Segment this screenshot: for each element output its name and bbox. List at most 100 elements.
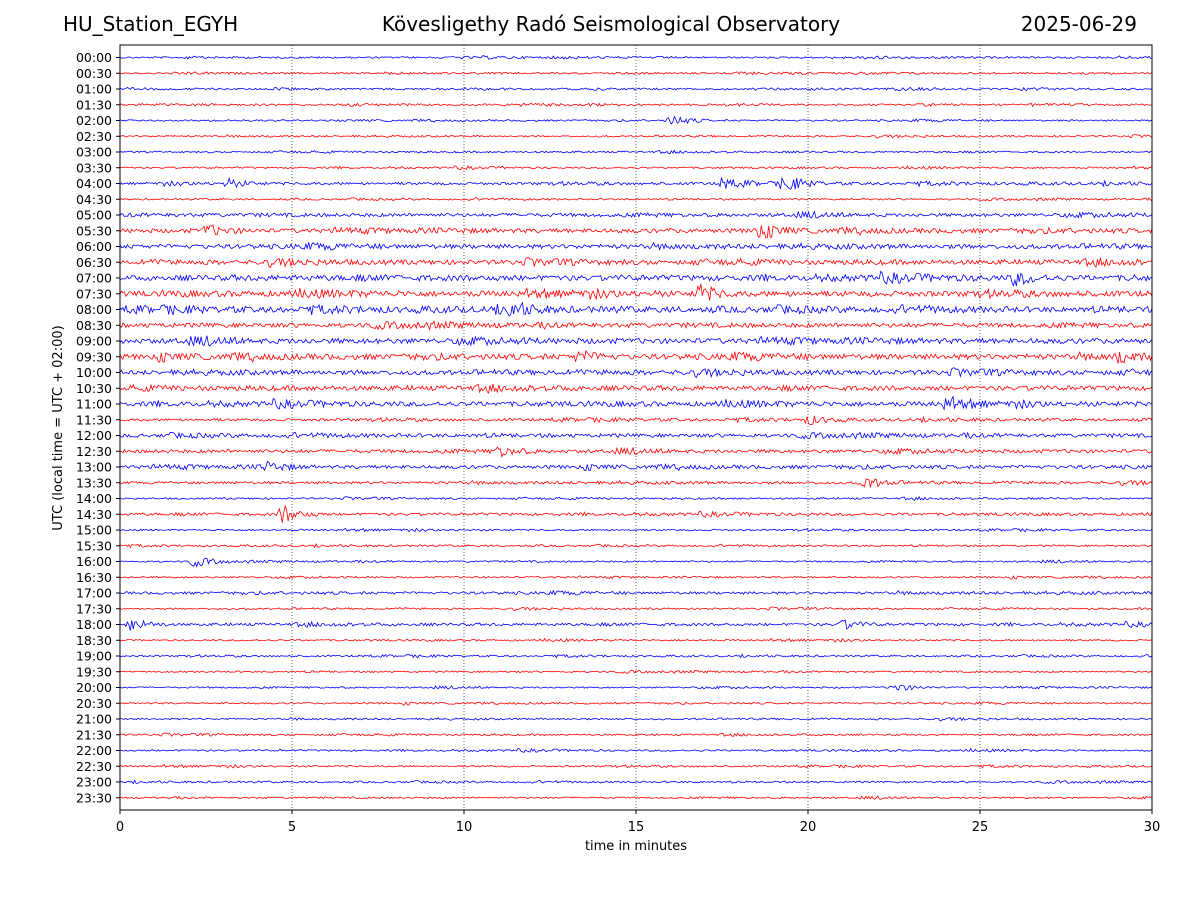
trace-2130: [119, 732, 1153, 737]
y-tick-label: 06:30: [76, 255, 112, 270]
trace-1800: [119, 619, 1153, 631]
y-tick-label: 22:00: [76, 743, 112, 758]
trace-1730: [119, 606, 1153, 612]
trace-2200: [119, 747, 1153, 753]
trace-1230: [119, 446, 1153, 458]
x-tick-label: 10: [456, 820, 473, 835]
y-tick-label: 23:00: [76, 775, 112, 790]
trace-2100: [120, 717, 1153, 722]
trace-1900: [119, 653, 1153, 659]
trace-1630: [119, 575, 1153, 580]
y-tick-label: 14:30: [76, 507, 112, 522]
trace-0230: [119, 134, 1153, 139]
trace-1500: [119, 527, 1153, 533]
trace-0000: [119, 55, 1153, 60]
y-tick-label: 01:00: [76, 82, 112, 97]
y-tick-label: 02:00: [76, 113, 112, 128]
trace-2030: [119, 700, 1152, 706]
y-tick-label: 00:30: [76, 66, 112, 81]
x-tick-label: 25: [972, 820, 989, 835]
trace-1000: [119, 367, 1153, 379]
y-tick-label: 05:00: [76, 208, 112, 223]
y-tick-label: 15:30: [76, 538, 112, 553]
y-tick-label: 21:00: [76, 712, 112, 727]
chart-title: Kövesligethy Radó Seismological Observat…: [381, 12, 841, 36]
trace-layer: [119, 55, 1153, 800]
y-tick-label: 03:00: [76, 145, 112, 160]
y-tick-label: 19:00: [76, 649, 112, 664]
trace-1130: [119, 415, 1153, 426]
trace-1200: [119, 431, 1153, 440]
trace-1430: [119, 504, 1153, 523]
x-tick-label: 5: [288, 820, 296, 835]
y-tick-label: 20:30: [76, 696, 112, 711]
axis-layer: 0 5 10 15 20 25 30 00:0000:3001:0001:3002:0002:…: [76, 50, 1160, 835]
y-tick-label: 23:30: [76, 790, 112, 805]
y-tick-label: 08:00: [76, 302, 112, 317]
x-tick-label: 0: [116, 820, 124, 835]
trace-1100: [119, 395, 1153, 411]
trace-0430: [119, 197, 1153, 202]
y-tick-label: 16:30: [76, 570, 112, 585]
y-tick-label: 05:30: [76, 223, 112, 238]
y-tick-label: 08:30: [76, 318, 112, 333]
trace-0400: [119, 176, 1153, 190]
grid-layer: [291, 45, 981, 810]
y-tick-label: 10:00: [76, 365, 112, 380]
y-tick-label: 13:30: [76, 475, 112, 490]
y-tick-label: 04:00: [76, 176, 112, 191]
y-tick-label: 18:00: [76, 617, 112, 632]
trace-0830: [119, 320, 1153, 331]
y-tick-label: 01:30: [76, 97, 112, 112]
trace-2230: [119, 763, 1153, 769]
y-axis-label: UTC (local time = UTC + 02:00): [51, 325, 66, 530]
trace-0800: [119, 301, 1153, 317]
y-tick-label: 07:30: [76, 286, 112, 301]
station-label: HU_Station_EGYH: [63, 12, 239, 36]
trace-2300: [119, 779, 1153, 785]
x-tick-label: 20: [800, 820, 817, 835]
y-tick-label: 09:30: [76, 349, 112, 364]
y-tick-label: 07:00: [76, 271, 112, 286]
trace-0500: [119, 210, 1153, 219]
x-tick-label: 15: [628, 820, 645, 835]
trace-0300: [119, 149, 1153, 155]
trace-0600: [119, 241, 1153, 251]
y-tick-label: 06:00: [76, 239, 112, 254]
y-tick-label: 22:30: [76, 759, 112, 774]
trace-0900: [119, 335, 1153, 347]
trace-1930: [119, 669, 1153, 674]
trace-1830: [119, 637, 1153, 643]
y-tick-label: 11:00: [76, 397, 112, 412]
y-tick-label: 19:30: [76, 664, 112, 679]
trace-0700: [119, 270, 1153, 287]
trace-2000: [119, 684, 1153, 691]
date-label: 2025-06-29: [1020, 12, 1137, 36]
y-tick-label: 02:30: [76, 129, 112, 144]
y-tick-label: 18:30: [76, 633, 112, 648]
y-tick-label: 10:30: [76, 381, 112, 396]
y-tick-label: 15:00: [76, 523, 112, 538]
trace-1700: [119, 589, 1153, 596]
trace-0330: [119, 165, 1153, 171]
x-axis-label: time in minutes: [585, 839, 687, 854]
y-tick-label: 21:30: [76, 727, 112, 742]
y-tick-label: 09:00: [76, 334, 112, 349]
y-tick-label: 12:00: [76, 428, 112, 443]
y-tick-label: 20:00: [76, 680, 112, 695]
trace-1030: [119, 383, 1153, 394]
y-tick-label: 16:00: [76, 554, 112, 569]
x-tick-label: 30: [1144, 820, 1161, 835]
chart-header: HU_Station_EGYH Kövesligethy Radó Seismo…: [0, 0, 1200, 44]
trace-0200: [119, 115, 1153, 125]
y-tick-label: 00:00: [76, 50, 112, 65]
trace-0930: [119, 350, 1153, 364]
trace-1600: [120, 557, 1152, 568]
trace-0130: [119, 102, 1153, 108]
trace-0100: [119, 86, 1153, 92]
trace-0730: [119, 283, 1153, 301]
y-tick-label: 13:00: [76, 460, 112, 475]
y-tick-label: 17:00: [76, 586, 112, 601]
trace-2330: [119, 795, 1153, 800]
y-tick-label: 14:00: [76, 491, 112, 506]
